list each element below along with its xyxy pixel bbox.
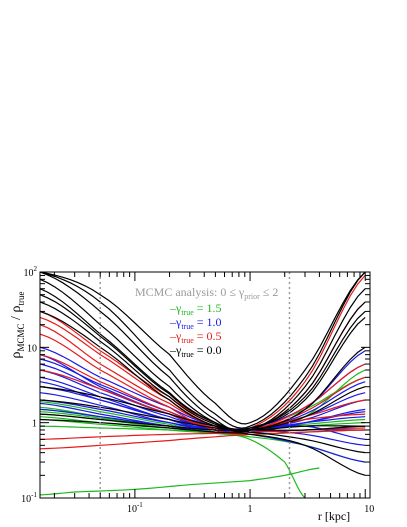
legend-sub: true [181, 350, 194, 359]
legend-dash: – [169, 315, 177, 329]
legend-value: = 1.0 [194, 315, 222, 329]
y-tick-label-1-base: 1 [32, 419, 37, 430]
legend-symbol: γ [175, 301, 182, 315]
y-tick-label-0: 10-1 [21, 491, 37, 505]
y-axis-title: ρMCMC / ρtrue [9, 292, 26, 359]
series-0-curve-6 [40, 467, 320, 496]
series-3-curve-8 [40, 272, 366, 425]
x-tick-label-1-base: 1 [248, 504, 253, 515]
y-tick-label-0-base: 10 [21, 494, 31, 505]
legend-dash: – [169, 301, 177, 315]
legend-symbol: γ [175, 329, 182, 343]
legend-entry-3: –γtrue = 0.0 [169, 343, 222, 359]
legend: –γtrue = 1.5–γtrue = 1.0–γtrue = 0.5–γtr… [169, 301, 222, 359]
y-tick-label-3-exp: 2 [34, 265, 38, 273]
legend-dash: – [169, 343, 177, 357]
x-tick-label-2-base: 10 [364, 504, 374, 515]
x-tick-label-0-exp: -1 [137, 501, 143, 509]
series-3-curve-11 [40, 294, 366, 431]
y-axis-sub-2: true [16, 292, 26, 306]
legend-dash: – [169, 329, 177, 343]
legend-sub: true [181, 336, 194, 345]
series-2-curve-4 [40, 429, 366, 450]
x-tick-label-0: 10-1 [127, 501, 143, 515]
x-tick-label-0-base: 10 [127, 504, 137, 515]
series-3-curve-7 [40, 413, 366, 431]
legend-entry-1: –γtrue = 1.0 [169, 315, 222, 331]
y-tick-label-0-exp: -1 [31, 491, 37, 499]
y-tick-label-3: 102 [24, 265, 38, 279]
annotation: MCMC analysis: 0 ≤ γprior ≤ 2 [135, 285, 278, 301]
legend-sub: true [181, 322, 194, 331]
annotation-sub: prior [244, 292, 260, 301]
series-3-curve-0 [40, 272, 366, 433]
x-axis-title: r [kpc] [318, 509, 350, 523]
legend-entry-2: –γtrue = 0.5 [169, 329, 222, 345]
plot-frame [39, 271, 371, 499]
x-tick-label-1: 1 [248, 504, 253, 515]
legend-value: = 0.0 [194, 343, 222, 357]
legend-symbol: γ [175, 343, 182, 357]
legend-value: = 1.5 [194, 301, 222, 315]
legend-sub: true [181, 308, 194, 317]
y-axis-sub-1: MCMC [16, 323, 26, 351]
legend-value: = 0.5 [194, 329, 222, 343]
annotation-text: MCMC analysis: 0 ≤ γ [135, 285, 245, 299]
x-axis-title-text: r [kpc] [318, 509, 350, 523]
x-tick-label-2: 10 [364, 504, 374, 515]
y-tick-label-1: 1 [32, 419, 37, 430]
y-tick-label-2-base: 10 [27, 343, 37, 354]
y-tick-label-2: 10 [27, 343, 37, 354]
y-axis-mid: / ρ [9, 306, 24, 324]
annotation-tail: ≤ 2 [260, 285, 279, 299]
legend-entry-0: –γtrue = 1.5 [169, 301, 222, 317]
y-tick-label-3-base: 10 [24, 268, 34, 279]
legend-symbol: γ [175, 315, 182, 329]
y-axis-rho-1: ρ [9, 351, 24, 358]
series-3-curve-4 [40, 301, 366, 432]
